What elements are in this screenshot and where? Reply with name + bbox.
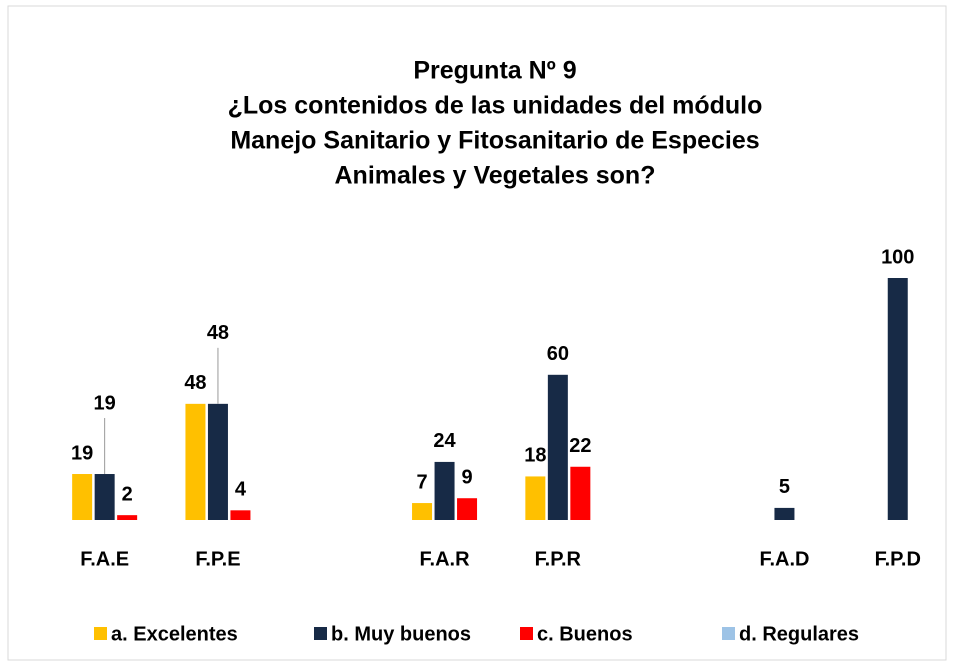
x-tick-label: F.P.D xyxy=(875,548,921,570)
bar xyxy=(457,498,478,520)
legend-label: a. Excelentes xyxy=(111,623,238,645)
value-label: 24 xyxy=(433,430,456,452)
bar xyxy=(185,403,206,520)
bar xyxy=(774,507,795,520)
legend-swatch xyxy=(94,627,107,640)
bar xyxy=(230,510,251,520)
bar xyxy=(525,476,546,520)
legend-swatch xyxy=(314,627,327,640)
value-label: 5 xyxy=(779,476,790,498)
bar xyxy=(117,515,138,520)
chart-title: Animales y Vegetales son? xyxy=(335,162,656,190)
bar xyxy=(412,503,433,520)
bar xyxy=(547,374,568,520)
legend-swatch xyxy=(722,627,735,640)
value-label: 19 xyxy=(71,442,93,464)
chart-title: Pregunta Nº 9 xyxy=(413,57,576,85)
x-tick-label: F.P.R xyxy=(535,548,582,570)
chart-title: ¿Los contenidos de las unidades del módu… xyxy=(228,92,763,120)
bar xyxy=(570,466,591,520)
x-tick-label: F.A.R xyxy=(420,548,471,570)
value-label: 48 xyxy=(184,372,206,394)
bar xyxy=(434,461,455,520)
bar xyxy=(72,474,93,520)
value-label: 18 xyxy=(524,445,546,467)
legend-swatch xyxy=(520,627,533,640)
bar xyxy=(207,403,228,520)
x-tick-label: F.P.E xyxy=(195,548,240,570)
x-tick-label: F.A.D xyxy=(759,548,809,570)
value-label: 7 xyxy=(416,471,427,493)
value-label: 22 xyxy=(569,435,591,457)
bar xyxy=(94,474,115,520)
value-label: 48 xyxy=(207,322,229,344)
legend-label: b. Muy buenos xyxy=(331,623,471,645)
value-label: 4 xyxy=(235,479,247,501)
value-label: 60 xyxy=(547,343,569,365)
legend-label: c. Buenos xyxy=(537,623,633,645)
chart-title: Manejo Sanitario y Fitosanitario de Espe… xyxy=(230,127,759,155)
value-label: 100 xyxy=(881,246,914,268)
legend-label: d. Regulares xyxy=(739,623,859,645)
value-label: 19 xyxy=(94,392,116,414)
bar xyxy=(887,278,908,520)
chart-frame xyxy=(7,5,947,661)
value-label: 9 xyxy=(461,467,472,489)
value-label: 2 xyxy=(122,483,133,505)
x-tick-label: F.A.E xyxy=(80,548,129,570)
